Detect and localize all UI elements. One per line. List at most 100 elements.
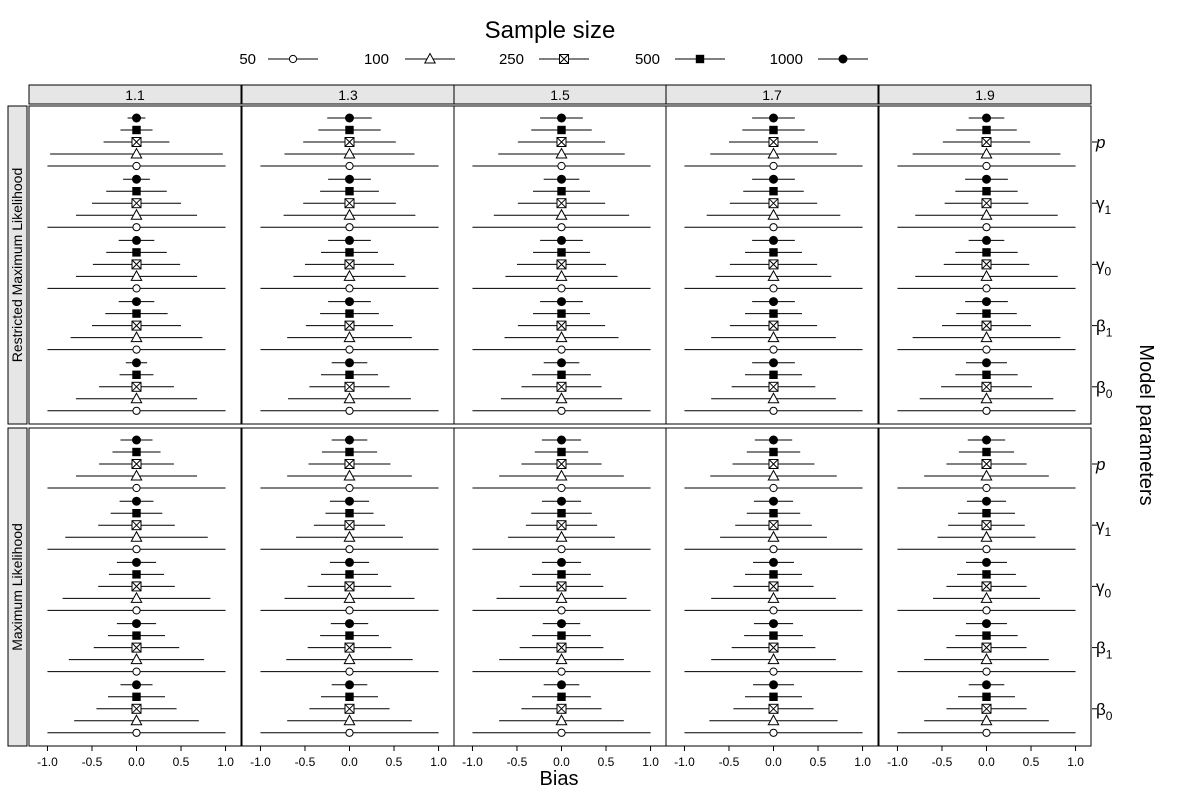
interval	[897, 667, 1076, 676]
interval	[321, 692, 378, 701]
interval	[543, 358, 580, 368]
interval	[942, 137, 1031, 147]
point-100	[343, 530, 356, 542]
point-50	[132, 406, 141, 415]
panel	[28, 105, 242, 425]
point-100	[130, 147, 143, 159]
interval	[106, 248, 167, 257]
interval	[711, 331, 836, 343]
interval	[516, 259, 607, 270]
interval	[684, 284, 863, 293]
interval	[746, 447, 801, 457]
point-50	[982, 483, 991, 493]
interval	[965, 297, 1008, 307]
parameter-symbol: p	[1095, 133, 1105, 152]
point-250	[768, 581, 779, 592]
point-50	[345, 606, 354, 615]
parameter-label: β1	[1096, 639, 1113, 662]
interval	[753, 619, 794, 629]
point-1000	[769, 496, 778, 506]
x-tick-label: 0.5	[386, 755, 403, 769]
point-500	[345, 447, 354, 457]
strip-label: 1.9	[975, 87, 995, 103]
interval	[305, 320, 394, 331]
interval	[309, 703, 390, 714]
interval	[743, 187, 804, 196]
interval	[521, 381, 602, 392]
point-50	[557, 728, 566, 737]
point-1000	[132, 358, 141, 368]
interval	[91, 320, 182, 331]
interval	[684, 667, 863, 676]
row-strip: Maximum Likelihood	[7, 427, 28, 747]
point-100	[980, 147, 993, 159]
point-100	[343, 147, 356, 159]
point-1000	[769, 680, 778, 690]
point-50	[132, 545, 141, 554]
point-100	[555, 714, 568, 726]
interval	[956, 125, 1017, 135]
point-250	[556, 520, 567, 531]
interval	[541, 435, 582, 445]
interval	[103, 137, 170, 147]
point-250	[981, 320, 992, 331]
interval	[499, 469, 624, 481]
point-50	[345, 284, 354, 293]
point-500	[982, 631, 991, 640]
interval	[99, 459, 174, 469]
interval	[521, 459, 602, 469]
strip-label: 1.7	[762, 87, 782, 103]
interval	[118, 297, 155, 307]
x-tick-label: 0.0	[765, 755, 782, 769]
panel-border	[878, 427, 1092, 747]
point-250	[556, 320, 567, 331]
interval	[955, 631, 1018, 640]
interval	[754, 435, 793, 445]
point-250	[131, 703, 142, 714]
point-50	[982, 223, 991, 232]
x-tick-label: 0.5	[1023, 755, 1040, 769]
point-250	[556, 137, 567, 147]
point-250	[768, 703, 779, 714]
point-1000	[345, 235, 354, 245]
interval	[753, 680, 794, 690]
legend-item: 500	[635, 51, 725, 68]
interval	[472, 545, 651, 554]
point-50	[132, 284, 141, 293]
point-500	[769, 187, 778, 196]
point-1000	[557, 496, 566, 506]
row-strip: Restricted Maximum Likelihood	[7, 105, 28, 425]
x-axis: -1.0 -0.5 0.0 0.5 1.0 -1.0 -0.5 0.0 0.5 1.0 -1.0 -0…	[37, 746, 1084, 769]
column-strip: 1.7	[665, 84, 879, 105]
interval	[543, 680, 580, 690]
strip-box	[665, 84, 879, 105]
point-500	[982, 692, 991, 701]
point-50	[769, 223, 778, 232]
interval	[684, 483, 863, 493]
interval	[968, 113, 1005, 123]
point-100	[767, 591, 780, 603]
interval	[924, 714, 1049, 726]
interval	[321, 248, 378, 257]
point-250	[131, 642, 142, 653]
interval	[260, 728, 439, 737]
x-tick-label: -0.5	[82, 755, 103, 769]
point-500	[557, 692, 566, 701]
point-100	[980, 653, 993, 665]
interval	[746, 509, 801, 518]
interval	[532, 570, 591, 579]
point-250	[981, 381, 992, 392]
interval	[684, 223, 863, 232]
x-tick-label: 0.5	[810, 755, 827, 769]
x-axis-label: Bias	[540, 768, 579, 790]
interval	[532, 631, 591, 640]
legend-item: 50	[239, 51, 318, 68]
interval	[753, 557, 794, 567]
interval	[924, 653, 1049, 665]
interval	[47, 223, 226, 232]
interval	[958, 692, 1015, 701]
row-strips: Restricted Maximum Likelihood Maximum Lik…	[7, 105, 28, 747]
point-50	[769, 545, 778, 554]
interval	[284, 147, 415, 159]
